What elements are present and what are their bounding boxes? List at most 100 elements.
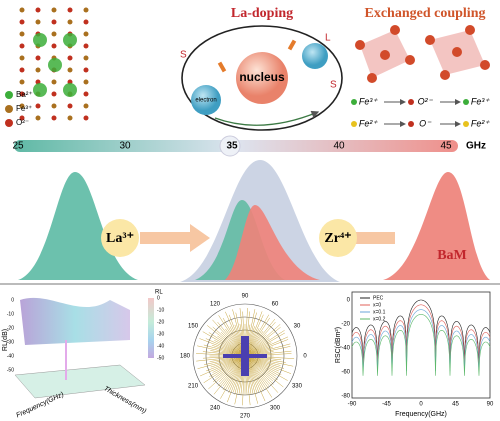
atom	[67, 55, 73, 61]
legend-dot	[5, 91, 13, 99]
atom	[67, 7, 73, 13]
angle-label: 300	[270, 406, 281, 412]
pattern	[208, 332, 246, 357]
tick-label: 30	[119, 141, 131, 152]
pattern	[202, 331, 246, 357]
pattern	[206, 355, 246, 372]
pattern	[212, 319, 246, 357]
atom	[19, 7, 25, 13]
legend: Ba²⁺ Fe³⁺ O²⁻	[5, 90, 33, 127]
ion-label: Fe³⁺	[359, 96, 379, 106]
polar-ring	[192, 303, 298, 409]
tick-label: -10	[157, 307, 164, 313]
orbit	[181, 25, 343, 131]
atom	[67, 115, 73, 121]
colorbar	[148, 298, 154, 358]
atom	[83, 79, 89, 85]
arrow	[214, 110, 320, 126]
atom	[480, 60, 490, 70]
tick-label: -90	[348, 402, 357, 408]
frequency-scale: 25 30 35 40 45	[12, 141, 452, 152]
axis-label: Thickness(mm)	[102, 385, 147, 415]
atom	[51, 19, 57, 25]
pattern	[244, 339, 289, 357]
tick-label: 25	[12, 141, 24, 152]
tick-label: -30	[157, 331, 164, 337]
tick-label: 0	[347, 298, 351, 304]
tick-label: -50	[157, 355, 164, 361]
atom	[51, 91, 57, 97]
pattern	[244, 355, 274, 382]
atom	[35, 103, 41, 109]
atom	[83, 31, 89, 37]
nucleus-label: nucleus	[239, 70, 285, 84]
atom	[465, 25, 475, 35]
tick-label: 45	[452, 402, 459, 408]
atom	[440, 70, 450, 80]
atom	[35, 115, 41, 121]
tick-label: 0	[157, 295, 160, 301]
atom	[405, 55, 415, 65]
legend-dot	[5, 119, 13, 127]
tick-label: -20	[341, 322, 350, 328]
section-title: La-doping	[231, 6, 293, 21]
atom	[35, 19, 41, 25]
ion-dot	[408, 99, 414, 105]
pattern	[244, 355, 277, 377]
polar-plot: 0 30 60 90 120 150 180 210 240 270 300 330	[180, 294, 307, 420]
ion-dot	[351, 121, 357, 127]
atom	[390, 25, 400, 35]
legend-label: x=0.1	[373, 309, 386, 315]
atom	[83, 103, 89, 109]
pattern	[209, 355, 246, 377]
pattern	[244, 355, 278, 380]
angle-label: 90	[242, 294, 249, 300]
legend-label: PEC	[373, 295, 384, 301]
tick-label: -30	[7, 339, 14, 345]
ion-label: O⁻	[419, 118, 432, 128]
material-label: BaM	[437, 248, 467, 263]
atom	[51, 7, 57, 13]
angle-label: 0	[303, 354, 307, 360]
atom	[19, 31, 25, 37]
atom	[19, 55, 25, 61]
angle-label: 240	[210, 406, 221, 412]
atom	[367, 73, 377, 83]
pattern	[199, 338, 246, 357]
crystal-structure	[19, 7, 89, 121]
pattern	[212, 355, 246, 382]
pattern	[206, 325, 246, 357]
legend-dot	[5, 105, 13, 113]
atom	[35, 67, 41, 73]
pattern	[212, 326, 246, 357]
pattern	[218, 355, 246, 383]
angle-label: 210	[188, 384, 199, 390]
pattern	[244, 317, 270, 357]
tick-label: 0	[11, 297, 14, 303]
legend-label: Fe³⁺	[16, 104, 32, 113]
pattern	[212, 355, 246, 373]
tick-label: 35	[226, 141, 238, 152]
atom	[35, 7, 41, 13]
highlight	[219, 135, 241, 157]
pattern	[208, 355, 246, 390]
ion-label: Zr⁴⁺	[324, 231, 351, 246]
label: L	[325, 33, 331, 44]
atom	[35, 55, 41, 61]
pattern	[197, 355, 246, 369]
angle-label: 330	[292, 384, 303, 390]
rcs-curve	[351, 299, 491, 362]
atom	[83, 7, 89, 13]
atom	[63, 83, 77, 97]
ion	[101, 219, 139, 257]
pattern	[244, 355, 282, 375]
pattern	[218, 315, 246, 357]
pattern	[244, 336, 289, 357]
atom	[83, 43, 89, 49]
atom	[33, 33, 47, 47]
atom	[51, 43, 57, 49]
angle-label: 60	[272, 302, 279, 308]
ion-dot	[463, 121, 469, 127]
angle-label: 150	[188, 324, 199, 330]
pattern	[199, 355, 246, 377]
